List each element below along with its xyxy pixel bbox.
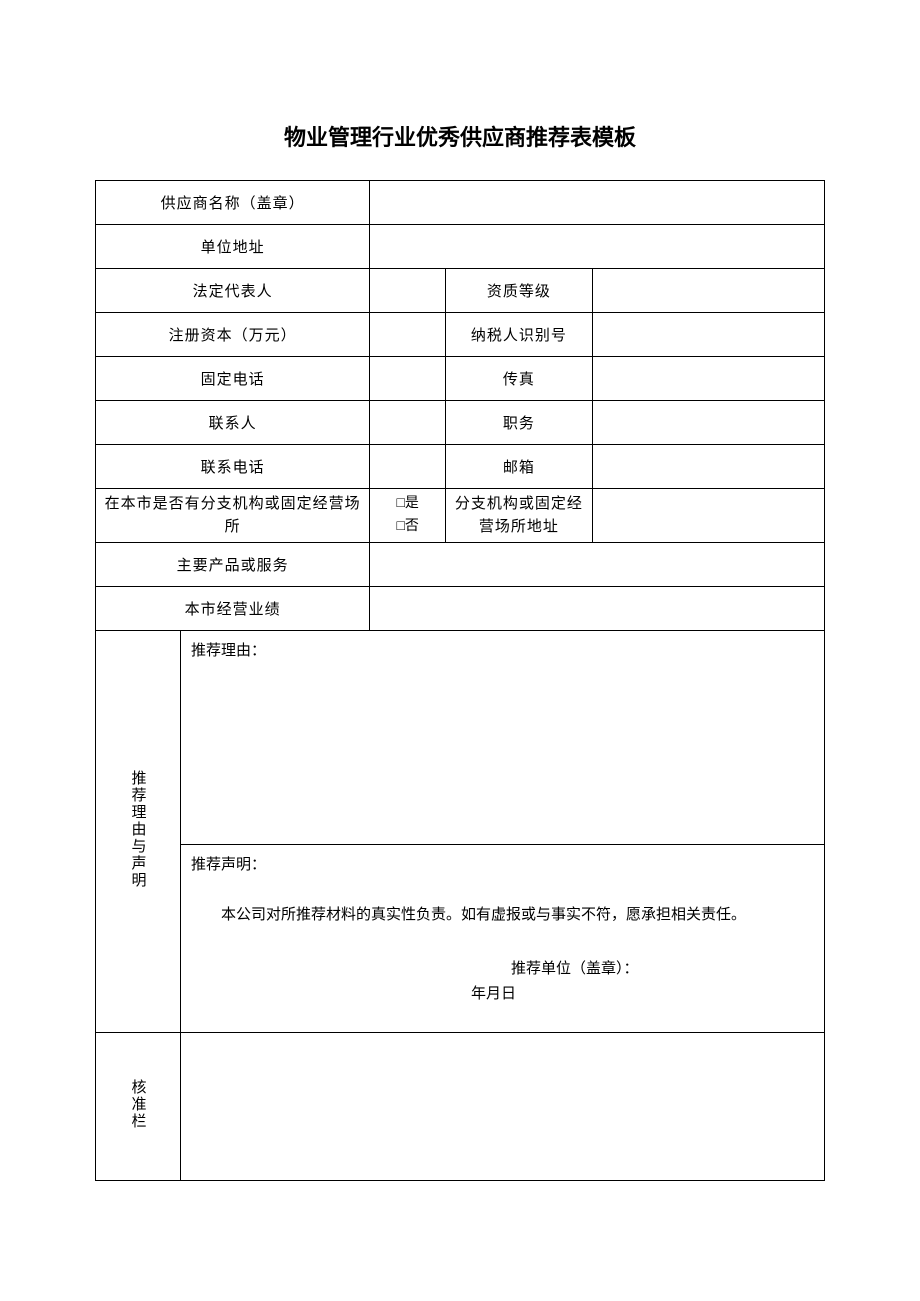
label-email: 邮箱: [446, 445, 592, 489]
label-legal-rep: 法定代表人: [96, 269, 370, 313]
statement-box: 推荐声明： 本公司对所推荐材料的真实性负责。如有虚报或与事实不符，愿承担相关责任…: [181, 845, 825, 1033]
value-products: [370, 543, 825, 587]
label-approval: 核准栏: [96, 1033, 181, 1181]
value-taxpayer-id: [592, 313, 824, 357]
label-products: 主要产品或服务: [96, 543, 370, 587]
label-branch-addr: 分支机构或固定经营场所地址: [446, 489, 592, 543]
reason-label: 推荐理由：: [191, 639, 814, 660]
checkbox-no[interactable]: □否: [370, 516, 445, 538]
stamp-line: 推荐单位（盖章）：: [191, 957, 814, 978]
value-approval: [181, 1033, 825, 1181]
label-branch-q: 在本市是否有分支机构或固定经营场所: [96, 489, 370, 543]
value-contact: [370, 401, 446, 445]
label-contact: 联系人: [96, 401, 370, 445]
label-contact-phone: 联系电话: [96, 445, 370, 489]
label-position: 职务: [446, 401, 592, 445]
label-qualification: 资质等级: [446, 269, 592, 313]
value-branch-addr: [592, 489, 824, 543]
value-supplier-name: [370, 181, 825, 225]
value-branch-yesno: □是 □否: [370, 489, 446, 543]
page-title: 物业管理行业优秀供应商推荐表模板: [95, 120, 825, 152]
label-fax: 传真: [446, 357, 592, 401]
label-performance: 本市经营业绩: [96, 587, 370, 631]
value-reg-capital: [370, 313, 446, 357]
statement-label: 推荐声明：: [191, 853, 814, 874]
value-qualification: [592, 269, 824, 313]
value-email: [592, 445, 824, 489]
checkbox-yes[interactable]: □是: [370, 493, 445, 515]
label-address: 单位地址: [96, 225, 370, 269]
label-supplier-name: 供应商名称（盖章）: [96, 181, 370, 225]
value-fax: [592, 357, 824, 401]
label-reg-capital: 注册资本（万元）: [96, 313, 370, 357]
value-contact-phone: [370, 445, 446, 489]
date-line: 年月日: [191, 982, 814, 1003]
form-table: 供应商名称（盖章） 单位地址 法定代表人 资质等级 注册资本（万元） 纳税人识别…: [95, 180, 825, 1181]
value-phone: [370, 357, 446, 401]
label-reason-section: 推荐理由与声明: [96, 631, 181, 1033]
label-phone: 固定电话: [96, 357, 370, 401]
statement-body: 本公司对所推荐材料的真实性负责。如有虚报或与事实不符，愿承担相关责任。: [191, 902, 814, 929]
value-performance: [370, 587, 825, 631]
reason-box: 推荐理由：: [181, 631, 825, 845]
value-legal-rep: [370, 269, 446, 313]
value-position: [592, 401, 824, 445]
label-taxpayer-id: 纳税人识别号: [446, 313, 592, 357]
value-address: [370, 225, 825, 269]
